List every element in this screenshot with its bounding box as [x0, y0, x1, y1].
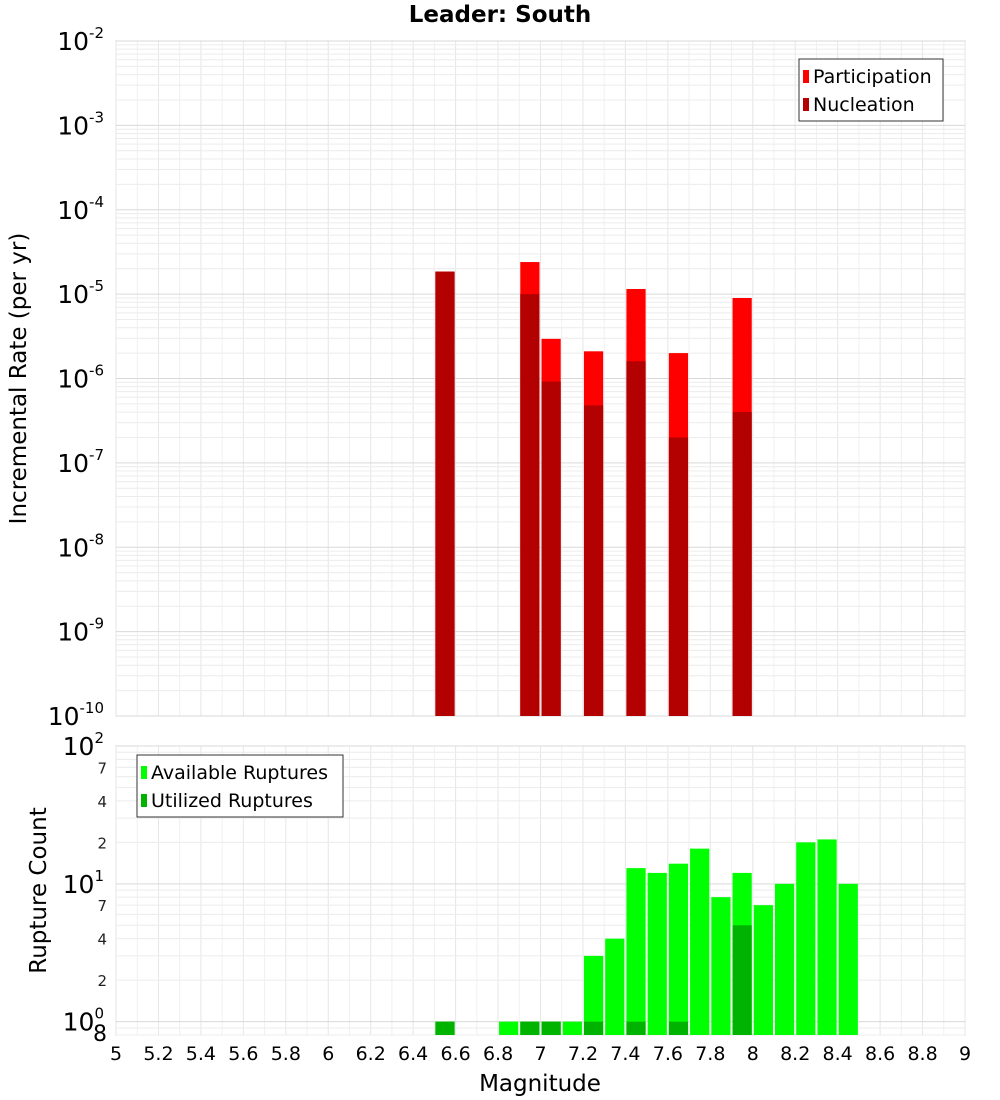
x-tick-label: 8.2: [780, 1043, 810, 1065]
rate-legend: Participation Nucleation: [798, 58, 944, 122]
bar-utilized: [732, 925, 752, 1035]
count-bars: [435, 839, 858, 1035]
bar-available: [583, 955, 604, 1035]
x-tick-label: 7.6: [653, 1043, 683, 1065]
chart-title: Leader: South: [409, 2, 592, 28]
y-minor-tick-label: 7: [97, 759, 107, 777]
bar-nucleation: [520, 294, 540, 716]
rate-bars: [435, 262, 752, 716]
legend-label: Utilized Ruptures: [151, 790, 313, 812]
y-tick-label: 10-3: [57, 108, 104, 140]
y-tick-label: 10-8: [57, 530, 104, 562]
y-minor-tick-label: 4: [97, 793, 107, 811]
bar-nucleation: [668, 437, 689, 716]
count-gridlines: [115, 745, 966, 1036]
rate-y-axis-label: Incremental Rate (per yr): [6, 233, 32, 525]
count-y-ticks: 100 101 102 8 2 4 7 2 4 7: [63, 729, 107, 1047]
legend-label: Participation: [813, 66, 932, 88]
x-tick-label: 8.4: [823, 1043, 853, 1065]
legend-swatch: [141, 766, 147, 779]
x-tick-label: 8.8: [907, 1043, 937, 1065]
y-tick-label: 10-6: [57, 362, 104, 394]
x-tick-label: 7.4: [610, 1043, 640, 1065]
count-panel: 100 101 102 8 2 4 7 2 4 7 Rupture Count Available…: [26, 729, 971, 1097]
x-axis-label: Magnitude: [479, 1071, 601, 1097]
bar-utilized: [435, 1021, 455, 1035]
bar-available: [711, 897, 731, 1035]
y-minor-tick-label: 2: [97, 834, 107, 852]
bar-utilized: [583, 1021, 604, 1035]
rate-y-ticks: 10-10 10-9 10-8 10-7 10-6 10-5 10-4 10-3 10-2: [48, 24, 104, 731]
bar-nucleation: [732, 412, 752, 716]
y-tick-label: 10-4: [57, 193, 104, 225]
y-minor-tick-label: 7: [97, 897, 107, 915]
x-tick-label: 5.8: [271, 1043, 301, 1065]
legend-box: [798, 58, 944, 122]
legend-label: Available Ruptures: [151, 762, 328, 784]
x-tick-label: 5.4: [186, 1043, 216, 1065]
bar-available: [690, 848, 710, 1035]
legend-swatch: [803, 70, 809, 83]
y-minor-tick-label: 2: [97, 972, 107, 990]
bar-available: [838, 883, 858, 1035]
bar-utilized: [541, 1021, 561, 1035]
x-tick-label: 8.6: [865, 1043, 895, 1065]
y-tick-label: 102: [63, 729, 104, 761]
bar-nucleation: [541, 381, 561, 716]
x-tick-label: 6.8: [483, 1043, 513, 1065]
bar-available: [796, 842, 816, 1035]
bar-available: [753, 905, 773, 1035]
bar-available: [668, 863, 689, 1035]
bar-nucleation: [435, 271, 455, 716]
legend-label: Nucleation: [813, 94, 915, 116]
x-tick-label: 7.2: [568, 1043, 598, 1065]
x-tick-label: 6: [322, 1043, 334, 1065]
y-tick-label: 10-10: [48, 699, 104, 731]
x-tick-label: 5.2: [143, 1043, 173, 1065]
x-tick-label: 6.4: [398, 1043, 428, 1065]
y-minor-tick-label: 4: [97, 931, 107, 949]
bar-available: [817, 839, 837, 1035]
y-tick-label: 10-9: [57, 615, 104, 647]
rate-gridlines: [115, 40, 966, 717]
bar-nucleation: [583, 405, 604, 716]
legend-swatch: [803, 98, 809, 111]
y-tick-label: 10-2: [57, 24, 104, 56]
bar-available: [647, 872, 667, 1035]
x-tick-label: 7: [534, 1043, 546, 1065]
bar-utilized: [520, 1021, 540, 1035]
legend-swatch: [141, 794, 147, 807]
count-legend: Available Ruptures Utilized Ruptures: [136, 754, 344, 818]
rate-panel: 10-10 10-9 10-8 10-7 10-6 10-5 10-4 10-3 10-2 In…: [6, 24, 966, 731]
bar-utilized: [626, 1021, 646, 1035]
x-tick-label: 6.2: [356, 1043, 386, 1065]
y-tick-label: 101: [63, 867, 104, 899]
x-tick-label: 7.8: [695, 1043, 725, 1065]
y-tick-label: 10-5: [57, 277, 104, 309]
x-tick-label: 8: [747, 1043, 759, 1065]
bar-available: [626, 868, 646, 1035]
bar-available: [774, 883, 795, 1035]
x-ticks: 5 5.2 5.4 5.6 5.8 6 6.2 6.4 6.6 6.8 7 7.2 7.4 7.6 7.8 8…: [110, 1043, 971, 1065]
y-minor-tick-label: 8: [93, 1022, 107, 1047]
x-tick-label: 9: [959, 1043, 971, 1065]
bar-available: [499, 1021, 519, 1035]
x-tick-label: 6.6: [440, 1043, 470, 1065]
x-tick-label: 5: [110, 1043, 122, 1065]
legend-box: [136, 754, 344, 818]
y-tick-label: 100: [63, 1005, 104, 1037]
bar-nucleation: [626, 361, 646, 716]
bar-available: [605, 938, 625, 1035]
bar-available: [562, 1021, 582, 1035]
count-y-axis-label: Rupture Count: [26, 807, 52, 973]
y-tick-label: 10-7: [57, 446, 104, 478]
x-tick-label: 5.6: [228, 1043, 258, 1065]
bar-utilized: [668, 1021, 689, 1035]
